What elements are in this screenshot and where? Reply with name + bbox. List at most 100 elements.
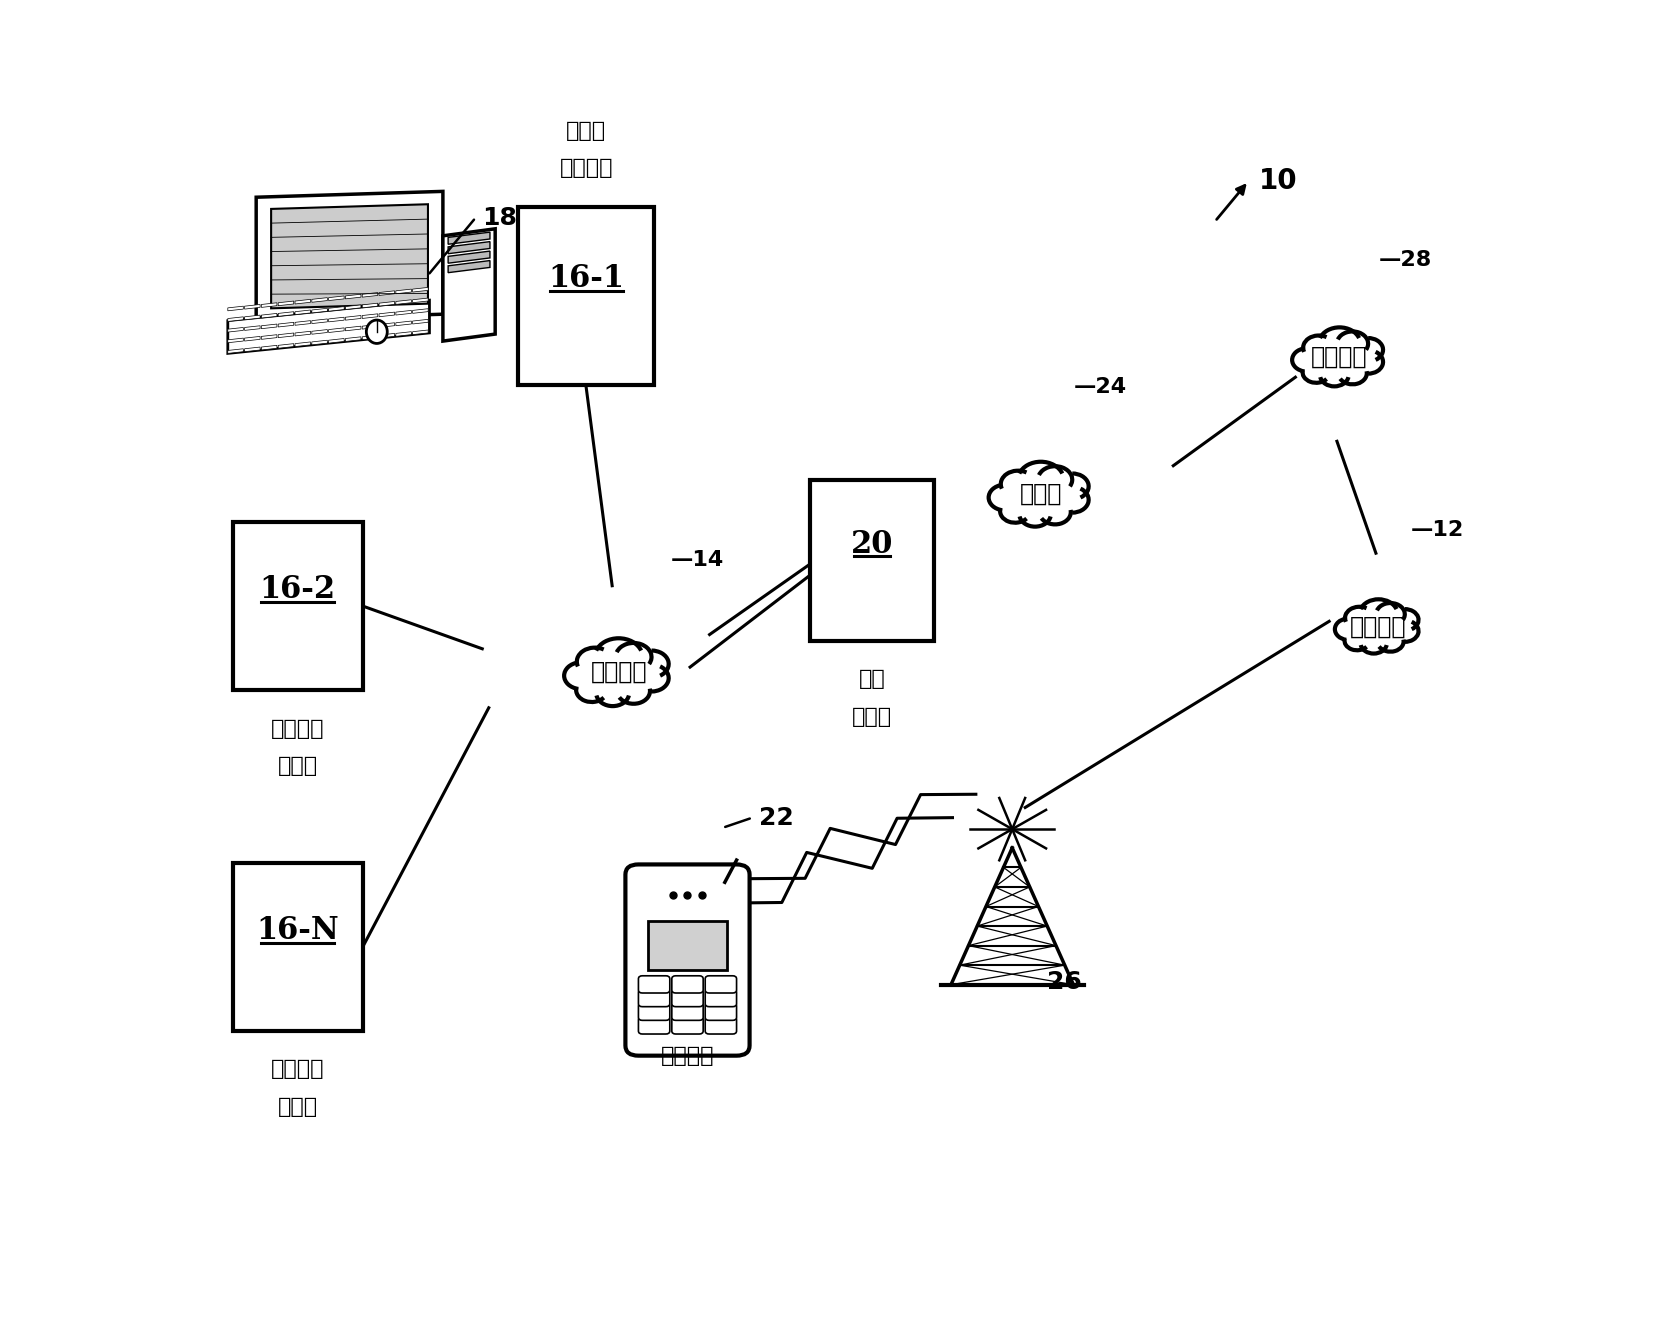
- Polygon shape: [245, 326, 260, 330]
- Polygon shape: [228, 306, 243, 310]
- Polygon shape: [278, 322, 293, 328]
- Text: 16-N: 16-N: [256, 914, 339, 946]
- Polygon shape: [345, 337, 360, 341]
- Polygon shape: [412, 299, 427, 303]
- Polygon shape: [345, 305, 360, 309]
- Polygon shape: [228, 317, 243, 321]
- Polygon shape: [412, 309, 427, 313]
- Text: 企业网络: 企业网络: [590, 660, 647, 684]
- Text: 远程: 远程: [858, 670, 885, 690]
- Polygon shape: [362, 304, 377, 308]
- Polygon shape: [245, 337, 260, 341]
- Polygon shape: [379, 291, 394, 296]
- FancyBboxPatch shape: [672, 976, 704, 993]
- Polygon shape: [396, 300, 411, 304]
- Polygon shape: [362, 292, 377, 297]
- Polygon shape: [256, 192, 442, 320]
- Polygon shape: [261, 324, 277, 329]
- Polygon shape: [447, 242, 489, 254]
- Polygon shape: [245, 347, 260, 351]
- Polygon shape: [228, 328, 243, 332]
- FancyBboxPatch shape: [706, 989, 736, 1007]
- Polygon shape: [379, 322, 394, 328]
- Text: —14: —14: [670, 551, 724, 571]
- Polygon shape: [1292, 328, 1383, 386]
- FancyBboxPatch shape: [639, 989, 670, 1007]
- Polygon shape: [261, 313, 277, 318]
- Polygon shape: [379, 301, 394, 306]
- Polygon shape: [228, 349, 243, 354]
- Polygon shape: [379, 312, 394, 317]
- Text: 因特网: 因特网: [1019, 482, 1063, 506]
- Polygon shape: [447, 232, 489, 244]
- Polygon shape: [412, 288, 427, 292]
- Polygon shape: [328, 296, 344, 301]
- Polygon shape: [312, 341, 327, 345]
- Polygon shape: [228, 338, 243, 342]
- Polygon shape: [245, 316, 260, 320]
- Polygon shape: [1334, 600, 1418, 654]
- Polygon shape: [565, 638, 669, 707]
- Text: 中继网络: 中继网络: [1311, 345, 1368, 369]
- FancyBboxPatch shape: [639, 1003, 670, 1020]
- Text: 应用程序: 应用程序: [272, 719, 325, 738]
- Polygon shape: [261, 334, 277, 339]
- Polygon shape: [228, 300, 429, 354]
- Polygon shape: [278, 301, 293, 305]
- FancyBboxPatch shape: [672, 989, 704, 1007]
- Polygon shape: [345, 316, 360, 320]
- Text: 应用程序: 应用程序: [560, 159, 613, 178]
- Text: 无线网络: 无线网络: [1351, 614, 1406, 638]
- Polygon shape: [245, 304, 260, 309]
- Polygon shape: [278, 343, 293, 349]
- Polygon shape: [989, 462, 1089, 527]
- Polygon shape: [442, 229, 494, 341]
- Polygon shape: [447, 251, 489, 263]
- FancyBboxPatch shape: [639, 1017, 670, 1034]
- Text: 20: 20: [851, 528, 893, 560]
- Polygon shape: [345, 326, 360, 330]
- FancyBboxPatch shape: [639, 976, 670, 993]
- Polygon shape: [396, 310, 411, 314]
- Polygon shape: [328, 328, 344, 333]
- Text: 22: 22: [759, 806, 794, 830]
- Polygon shape: [295, 342, 310, 346]
- Polygon shape: [396, 321, 411, 326]
- Polygon shape: [396, 289, 411, 293]
- Bar: [233, 522, 362, 690]
- Polygon shape: [295, 310, 310, 314]
- Polygon shape: [328, 317, 344, 322]
- Polygon shape: [379, 333, 394, 338]
- Polygon shape: [312, 297, 327, 303]
- Text: 服务器: 服务器: [851, 707, 892, 727]
- Polygon shape: [312, 329, 327, 334]
- Text: 16-2: 16-2: [260, 573, 335, 605]
- Polygon shape: [362, 336, 377, 339]
- Text: 服务器: 服务器: [278, 1096, 318, 1118]
- Polygon shape: [328, 338, 344, 343]
- Text: 18: 18: [483, 206, 518, 230]
- Polygon shape: [278, 312, 293, 316]
- Text: 手持设备: 手持设备: [660, 1046, 714, 1066]
- Text: 26: 26: [1048, 971, 1081, 995]
- Bar: [233, 863, 362, 1030]
- FancyBboxPatch shape: [706, 1017, 736, 1034]
- Polygon shape: [295, 300, 310, 304]
- Bar: [810, 480, 934, 641]
- FancyBboxPatch shape: [649, 921, 727, 971]
- Polygon shape: [312, 308, 327, 313]
- Text: 应用程序: 应用程序: [272, 1059, 325, 1079]
- FancyBboxPatch shape: [672, 1017, 704, 1034]
- Text: —24: —24: [1073, 378, 1126, 398]
- FancyBboxPatch shape: [706, 976, 736, 993]
- Text: 10: 10: [1259, 166, 1297, 196]
- Polygon shape: [328, 306, 344, 312]
- Polygon shape: [447, 260, 489, 272]
- Text: 服务器: 服务器: [566, 120, 607, 140]
- Bar: [518, 207, 654, 384]
- Polygon shape: [362, 325, 377, 329]
- FancyBboxPatch shape: [706, 1003, 736, 1020]
- Polygon shape: [261, 345, 277, 350]
- Ellipse shape: [367, 320, 387, 343]
- Polygon shape: [312, 318, 327, 324]
